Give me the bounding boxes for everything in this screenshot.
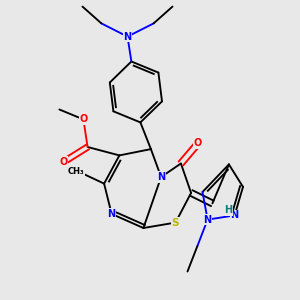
Text: N: N bbox=[230, 210, 239, 220]
Text: S: S bbox=[172, 218, 179, 228]
Text: O: O bbox=[79, 114, 88, 124]
Text: O: O bbox=[59, 157, 68, 167]
Text: N: N bbox=[157, 172, 165, 182]
Text: H: H bbox=[224, 205, 232, 215]
Text: N: N bbox=[123, 32, 132, 42]
Text: CH₃: CH₃ bbox=[68, 167, 84, 176]
Text: N: N bbox=[203, 214, 212, 225]
Text: O: O bbox=[194, 138, 202, 148]
Text: N: N bbox=[107, 209, 116, 219]
